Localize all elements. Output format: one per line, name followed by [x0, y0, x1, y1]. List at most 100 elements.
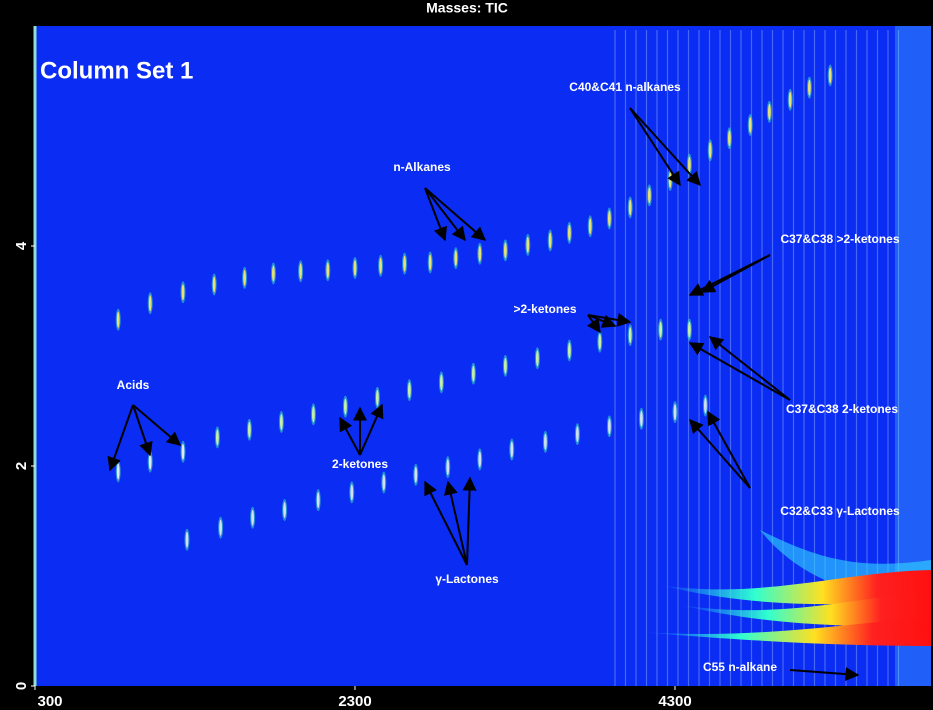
annotation-arrow [443, 480, 468, 566]
peak [381, 471, 387, 494]
peak-core [588, 218, 592, 235]
peak-core [598, 333, 602, 350]
y-tick-label: 0 [13, 682, 30, 690]
peak-core [243, 269, 247, 286]
peak-core [212, 276, 216, 293]
peak [438, 371, 444, 394]
peak [378, 254, 384, 277]
peak [534, 347, 540, 370]
peak-core [708, 142, 712, 159]
peak-core [628, 327, 632, 344]
peak-core [414, 466, 418, 483]
peak [352, 257, 358, 279]
peak-core [472, 365, 475, 382]
peak-core [219, 519, 223, 536]
peak [766, 100, 772, 123]
annotation: >2-ketones [513, 302, 576, 316]
annotation-arrow [587, 314, 617, 328]
annotation: C37&C38 >2-ketones [780, 232, 899, 246]
x-tick-label: 2300 [338, 693, 371, 710]
peak-core [403, 255, 406, 272]
annotation-arrow [629, 107, 681, 187]
peak [453, 247, 459, 270]
peak-core [504, 357, 507, 374]
peak-core [688, 156, 691, 173]
peak [250, 506, 256, 529]
peak [707, 139, 713, 162]
peak [180, 281, 186, 304]
peak-core [382, 474, 386, 491]
peak-core [568, 224, 571, 241]
chart-title: Masses: TIC [426, 0, 508, 16]
annotation: C32&C33 γ-Lactones [780, 504, 900, 518]
annotation-arrow [359, 403, 384, 456]
peak-core [510, 441, 514, 458]
annotation: γ-Lactones [435, 572, 499, 586]
annotation: C55 n-alkane [703, 660, 777, 674]
peak [606, 415, 612, 438]
peak-core [548, 232, 552, 249]
peak [627, 196, 633, 219]
peak [646, 184, 652, 207]
peak [806, 76, 812, 99]
peak-core [350, 484, 354, 501]
annotation: Column Set 1 [40, 57, 193, 84]
peak [325, 259, 331, 282]
column-bleed [640, 530, 931, 646]
annotation-arrow [132, 404, 182, 446]
peak-core [640, 410, 643, 427]
peak-core [116, 311, 120, 328]
peak [180, 440, 186, 463]
annotation-arrow [424, 187, 448, 242]
peak-core [248, 421, 251, 438]
peak-core [454, 250, 458, 267]
peak [278, 411, 284, 433]
peak [542, 430, 548, 453]
peak [310, 403, 316, 426]
peak-core [704, 397, 707, 414]
peak-core [576, 426, 579, 443]
annotation-arrow [587, 313, 632, 327]
annotation-arrow [424, 187, 487, 241]
peak-core [688, 321, 691, 338]
annotation-arrow [689, 418, 751, 489]
peak-core [353, 260, 357, 276]
annotation: n-Alkanes [393, 160, 451, 174]
annotation-arrow [424, 480, 468, 566]
peak [627, 324, 633, 347]
peak-core [326, 262, 330, 279]
peak [406, 379, 412, 402]
peak-core [808, 79, 811, 96]
peak-core [344, 398, 347, 415]
peak [658, 318, 664, 341]
peak-core [748, 117, 752, 133]
peak [184, 528, 190, 551]
peak [726, 127, 732, 150]
peak [509, 438, 515, 461]
peak [502, 354, 508, 377]
peak [597, 330, 603, 353]
peak [606, 207, 612, 230]
peak-core [628, 199, 632, 216]
annotation-arrow [708, 336, 791, 401]
annotation-arrow [789, 667, 860, 682]
peak-core [376, 389, 379, 406]
peak-core [608, 418, 611, 435]
peak-core [216, 429, 219, 446]
peak [115, 308, 121, 331]
peak-core [316, 492, 320, 509]
annotation: Acids [117, 378, 150, 392]
annotation-arrow [462, 476, 477, 566]
peak-core [526, 236, 530, 253]
peak [427, 251, 433, 274]
annotation: 2-ketones [332, 457, 388, 471]
peak [566, 339, 572, 362]
annotation-arrow [629, 107, 701, 187]
peak-core [181, 443, 185, 460]
peak [477, 242, 483, 265]
peak-core [185, 531, 189, 548]
peak-core [728, 130, 731, 147]
peak [270, 262, 276, 285]
peak-core [408, 382, 411, 399]
